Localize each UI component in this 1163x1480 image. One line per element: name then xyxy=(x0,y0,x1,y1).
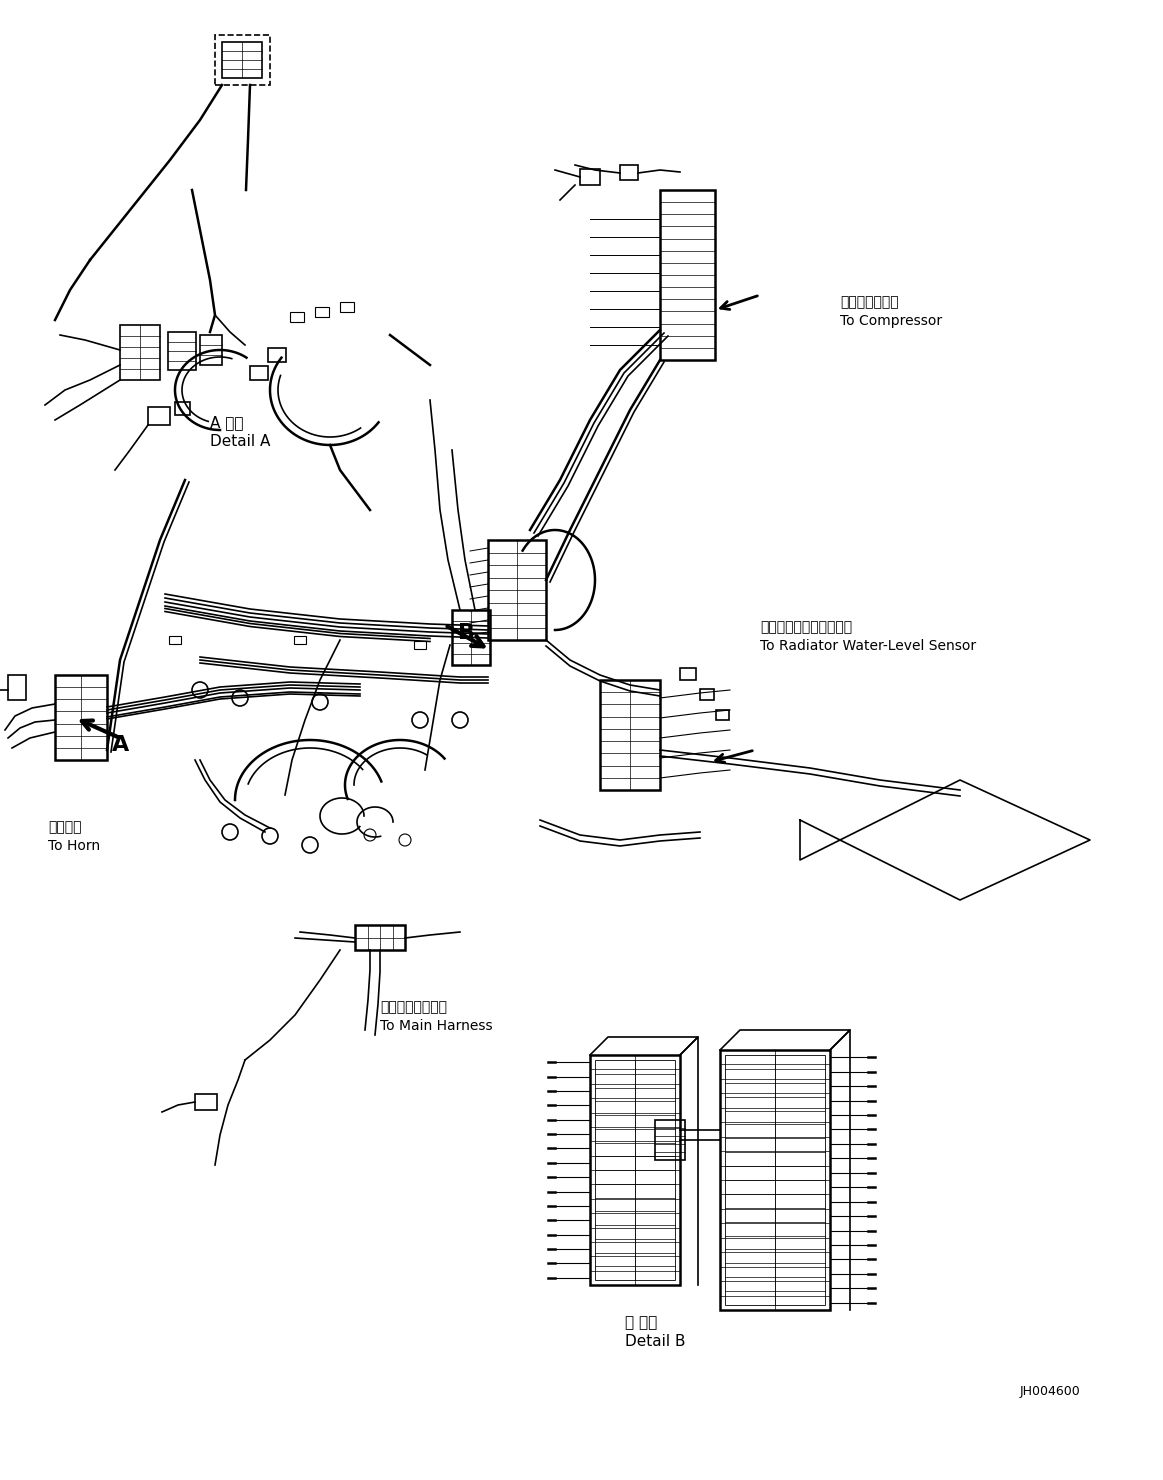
Text: コンプレッサへ: コンプレッサへ xyxy=(840,295,899,309)
Bar xyxy=(222,41,262,78)
Text: JH004600: JH004600 xyxy=(1020,1385,1080,1399)
Bar xyxy=(600,679,659,790)
Bar xyxy=(355,925,405,950)
Bar xyxy=(8,675,26,700)
Bar xyxy=(725,1055,825,1305)
Text: メインハーネスへ: メインハーネスへ xyxy=(380,1000,447,1014)
Bar xyxy=(340,302,354,312)
Text: 日 詳細: 日 詳細 xyxy=(625,1316,657,1331)
Bar xyxy=(590,1055,680,1285)
Bar xyxy=(716,710,729,719)
Bar xyxy=(55,675,107,761)
Text: Detail A: Detail A xyxy=(211,434,270,448)
Bar xyxy=(200,334,222,366)
Bar xyxy=(215,36,270,84)
Bar xyxy=(267,348,286,363)
Text: To Main Harness: To Main Harness xyxy=(380,1020,493,1033)
Text: Detail B: Detail B xyxy=(625,1333,685,1348)
Text: To Radiator Water-Level Sensor: To Radiator Water-Level Sensor xyxy=(759,639,976,653)
Bar xyxy=(195,1094,217,1110)
Bar xyxy=(120,326,160,380)
Text: B: B xyxy=(458,623,475,642)
Bar xyxy=(620,164,638,181)
Bar xyxy=(290,312,304,323)
Bar xyxy=(174,403,190,414)
Bar xyxy=(294,636,306,644)
Bar xyxy=(148,407,170,425)
Bar xyxy=(720,1049,830,1310)
Text: A 詳細: A 詳細 xyxy=(211,414,243,431)
Text: ホーンへ: ホーンへ xyxy=(48,820,81,835)
Bar xyxy=(452,610,490,665)
Bar xyxy=(167,332,197,370)
Bar xyxy=(595,1060,675,1280)
Bar xyxy=(315,306,329,317)
Bar xyxy=(488,540,545,639)
Bar xyxy=(250,366,267,380)
Bar xyxy=(680,667,695,679)
Text: A: A xyxy=(112,736,129,755)
Text: ラジエータ水位センサへ: ラジエータ水位センサへ xyxy=(759,620,852,633)
Bar xyxy=(655,1120,685,1160)
Bar xyxy=(659,189,715,360)
Bar xyxy=(414,641,426,650)
Bar xyxy=(700,690,714,700)
Bar xyxy=(580,169,600,185)
Text: To Horn: To Horn xyxy=(48,839,100,852)
Text: To Compressor: To Compressor xyxy=(840,314,942,329)
Bar xyxy=(169,636,181,644)
